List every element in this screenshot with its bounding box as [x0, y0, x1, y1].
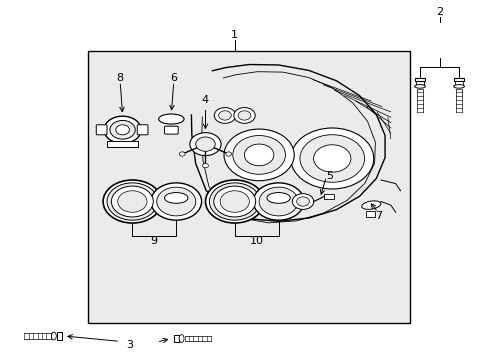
- Circle shape: [205, 180, 264, 223]
- FancyBboxPatch shape: [137, 125, 148, 135]
- Circle shape: [103, 180, 161, 223]
- Circle shape: [209, 183, 260, 220]
- Bar: [57, 332, 61, 339]
- Text: 2: 2: [435, 7, 442, 17]
- Text: 1: 1: [231, 30, 238, 40]
- Circle shape: [179, 152, 185, 156]
- Circle shape: [225, 152, 231, 156]
- Text: 8: 8: [116, 73, 123, 83]
- Circle shape: [157, 187, 195, 216]
- Text: 3: 3: [126, 340, 133, 350]
- Circle shape: [214, 108, 235, 123]
- Text: 5: 5: [325, 171, 333, 181]
- Text: 4: 4: [202, 95, 209, 105]
- FancyBboxPatch shape: [164, 126, 178, 134]
- Circle shape: [189, 133, 221, 156]
- Circle shape: [238, 111, 250, 120]
- Ellipse shape: [164, 193, 187, 203]
- Circle shape: [218, 111, 231, 120]
- Bar: [173, 335, 178, 342]
- FancyBboxPatch shape: [96, 125, 107, 135]
- Circle shape: [116, 125, 129, 135]
- Circle shape: [220, 191, 249, 212]
- Circle shape: [259, 187, 298, 216]
- Circle shape: [151, 183, 201, 220]
- Bar: [414, 78, 424, 81]
- Circle shape: [107, 183, 158, 220]
- Circle shape: [110, 121, 135, 139]
- Text: 10: 10: [249, 236, 263, 246]
- FancyBboxPatch shape: [324, 194, 333, 199]
- Circle shape: [111, 186, 153, 217]
- Ellipse shape: [179, 334, 183, 342]
- Circle shape: [313, 145, 350, 172]
- Circle shape: [202, 163, 208, 168]
- Circle shape: [292, 194, 313, 210]
- FancyBboxPatch shape: [366, 211, 374, 217]
- Circle shape: [299, 135, 364, 182]
- Circle shape: [118, 191, 147, 212]
- Circle shape: [296, 197, 309, 206]
- Circle shape: [290, 128, 373, 189]
- Ellipse shape: [51, 332, 56, 340]
- Ellipse shape: [266, 193, 290, 203]
- Circle shape: [213, 186, 255, 217]
- Circle shape: [195, 137, 215, 151]
- Text: 7: 7: [374, 211, 382, 221]
- Ellipse shape: [158, 114, 183, 124]
- Bar: [88, 51, 409, 323]
- Circle shape: [244, 144, 273, 166]
- Text: 6: 6: [170, 73, 177, 83]
- Bar: [453, 78, 463, 81]
- Circle shape: [232, 135, 285, 174]
- Ellipse shape: [453, 85, 464, 88]
- Circle shape: [233, 108, 255, 123]
- FancyBboxPatch shape: [107, 140, 138, 147]
- Ellipse shape: [361, 201, 380, 210]
- Circle shape: [224, 129, 294, 181]
- Text: 9: 9: [150, 236, 158, 246]
- Ellipse shape: [414, 85, 425, 88]
- Circle shape: [253, 183, 304, 220]
- Circle shape: [104, 116, 141, 143]
